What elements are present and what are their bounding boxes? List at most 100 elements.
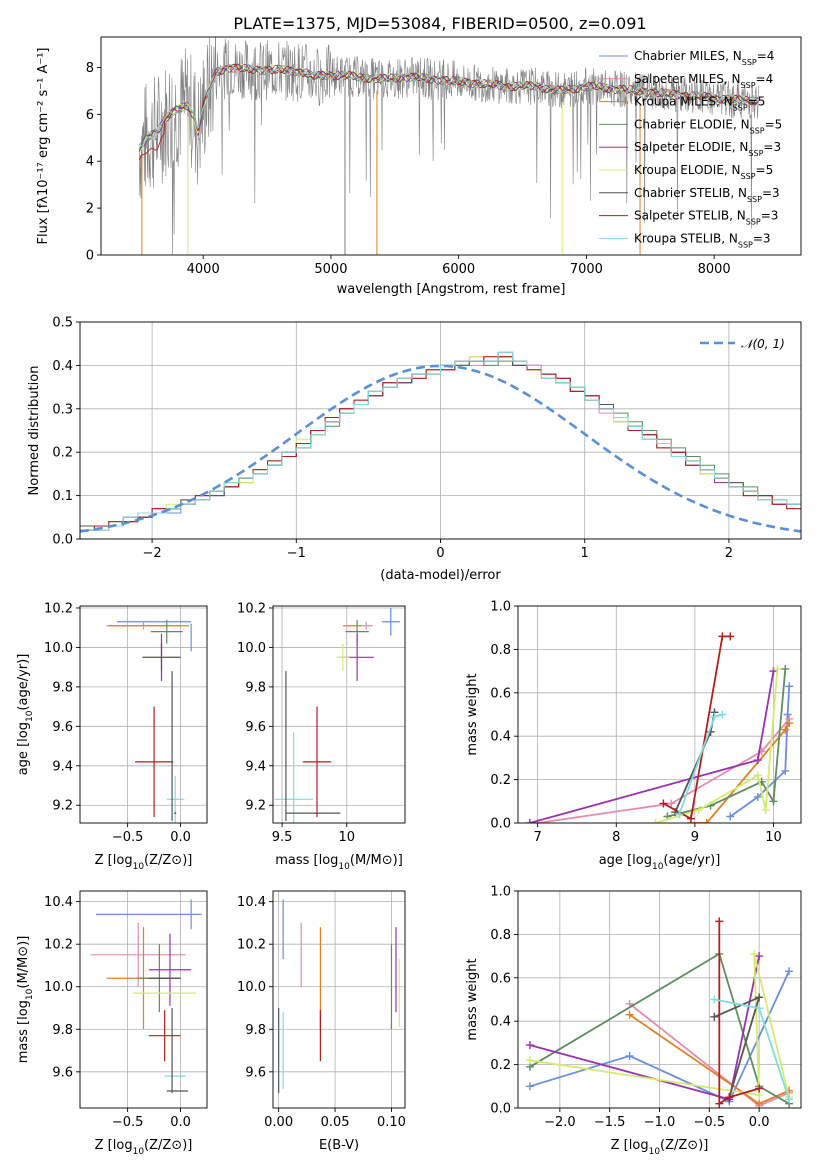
spectrum-xtick-label: 8000	[698, 262, 731, 277]
mass_vs_z-errorbar	[148, 1010, 181, 1062]
residuals-ytick-label: 0.2	[52, 446, 73, 461]
weight_vs_age-series-line	[662, 635, 731, 821]
weight_vs_age-marker	[686, 814, 695, 823]
spectrum-ytick-label: 6	[86, 108, 94, 123]
mass_vs_z-ytick-label: 10.0	[44, 980, 73, 995]
residuals-axes: −2 −1 0 1 2 0.0 0.1 0.2 0.3 0.4 0.5	[52, 316, 801, 561]
weight_vs_z-ytick-label: 0.8	[490, 928, 511, 943]
age_vs_mass-errorbar	[302, 706, 332, 818]
age_vs_z-ylabel: age [log10(age/yr)]	[16, 654, 35, 776]
spectrum-xtick-label: 7000	[570, 262, 603, 277]
weight_vs_age-marker	[726, 632, 735, 641]
age_vs_z-ytick-label: 9.2	[52, 799, 73, 814]
weight_vs_z-xtick-label: −1.0	[644, 1115, 676, 1130]
weight_vs_age-marker	[781, 664, 790, 673]
residuals-legend-label: 𝒩(0, 1)	[741, 337, 785, 351]
mass_vs_ebv-axes: 0.00 0.05 0.10 9.6 9.8 10.0 10.2 10.4	[237, 891, 406, 1130]
weight_vs_age-marker	[769, 797, 778, 806]
weight_vs_z-xtick-label: 0.0	[749, 1115, 770, 1130]
weight_vs_z-marker	[625, 1051, 634, 1060]
age_vs_mass-ytick-label: 9.2	[245, 799, 266, 814]
mass_vs_ebv-xtick-label: 0.10	[377, 1115, 406, 1130]
weight_vs_z-marker	[525, 1082, 534, 1091]
weight_vs_age-marker	[781, 766, 790, 775]
weight_vs_age-marker	[753, 792, 762, 801]
weight_vs_age-frame	[517, 605, 802, 824]
normal-distribution-curve	[80, 364, 801, 533]
age_vs_mass-errorbar	[336, 643, 350, 672]
weight_vs_age-axes: 7 8 9 10 0.0 0.2 0.4 0.6 0.8 1.0	[490, 600, 801, 845]
mass_vs_z-ytick-label: 9.8	[52, 1023, 73, 1038]
residuals-xtick-label: 0	[436, 546, 444, 561]
mass_vs_z-axes: −0.5 0.0 9.6 9.8 10.0 10.2 10.4	[44, 891, 207, 1130]
weight_vs_age-marker	[659, 799, 668, 808]
weight_vs_z-xtick-label: −1.5	[594, 1115, 626, 1130]
weight_vs_z-xtick-label: −2.0	[544, 1115, 576, 1130]
mass_vs_ebv-xtick-label: 0.00	[264, 1115, 293, 1130]
weight_vs_z-series-line	[529, 970, 790, 1103]
weight_vs_z-marker	[755, 952, 764, 961]
weight_vs_age-xlabel: age [log10(age/yr)]	[599, 853, 721, 872]
weight_vs_age-marker	[785, 682, 794, 691]
weight_vs_z-ytick-label: 0.4	[490, 1015, 511, 1030]
legend-label: Kroupa MILES, NSSP=5	[634, 95, 765, 113]
age_vs_z-ytick-label: 9.6	[52, 720, 73, 735]
residuals-xtick-label: −2	[143, 546, 162, 561]
age_vs_mass-xlabel: mass [log10(M/M⊙)]	[275, 853, 403, 872]
weight_vs_z-ytick-label: 0.6	[490, 971, 511, 986]
weight_vs_age-ytick-label: 0.2	[490, 773, 511, 788]
weight_vs_age-marker	[753, 756, 762, 765]
age_vs_mass-frame	[272, 605, 406, 824]
weight_vs_z-marker	[710, 1012, 719, 1021]
residuals-ytick-label: 0.1	[52, 489, 73, 504]
residuals-ytick-label: 0.5	[52, 316, 73, 331]
age_vs_z-ytick-label: 10.2	[44, 601, 73, 616]
weight_vs_z-marker	[750, 949, 759, 958]
age_vs_mass-errorbar	[274, 732, 314, 823]
age_vs_z-ytick-label: 9.4	[52, 759, 73, 774]
mass_vs_ebv-xlabel: E(B-V)	[319, 1138, 359, 1153]
residuals-ytick-label: 0.4	[52, 359, 73, 374]
weight_vs_z-xlabel: Z [log10(Z/Z⊙)]	[611, 1138, 709, 1157]
weight_vs_age-xtick-label: 9	[691, 830, 699, 845]
weight_vs_age-ytick-label: 0.0	[490, 817, 511, 832]
spectrum-legend: Chabrier MILES, NSSP=4 Salpeter MILES, NS…	[599, 49, 782, 249]
weight_vs_age-marker	[702, 819, 711, 823]
weight_vs_z-marker	[755, 1004, 764, 1013]
age_vs_z-errorbar	[150, 619, 183, 644]
weight_vs_age-series-line	[690, 722, 790, 823]
mass_vs_z-xtick-label: −0.5	[112, 1115, 144, 1130]
age_vs_z-ytick-label: 9.8	[52, 680, 73, 695]
age_vs_mass-axes: 9.5 10 9.2 9.4 9.6 9.8 10.0 10.2	[237, 601, 405, 845]
age_vs_z-axes: −0.5 0.0 9.2 9.4 9.6 9.8 10.0 10.2	[44, 601, 207, 845]
age_vs_mass-ytick-label: 10.0	[237, 641, 266, 656]
mass_vs_z-ytick-label: 10.4	[44, 895, 73, 910]
weight_vs_age-marker	[781, 725, 790, 734]
weight_vs_z-marker	[785, 967, 794, 976]
age_vs_mass-ytick-label: 9.6	[245, 720, 266, 735]
weight_vs_age-marker	[773, 664, 782, 673]
age_vs_z-errorbar	[142, 643, 181, 672]
mass_vs_ebv-ytick-label: 10.0	[237, 980, 266, 995]
weight_vs_age-ytick-label: 0.8	[490, 643, 511, 658]
mass_vs_z-errorbar	[148, 933, 192, 1006]
spectrum-ytick-label: 0	[86, 249, 94, 264]
residuals-xlabel: (data-model)/error	[380, 568, 501, 583]
weight_vs_age-marker	[694, 805, 703, 814]
legend-label: Kroupa ELODIE, NSSP=5	[634, 163, 773, 181]
mass_vs_z-ylabel: mass [log10(M/M⊙)]	[16, 936, 35, 1064]
residuals-ytick-label: 0.3	[52, 402, 73, 417]
residuals-ylabel: Normed distribution	[27, 366, 42, 496]
weight_vs_z-marker	[725, 1093, 734, 1102]
spectrum-model-line	[139, 64, 759, 147]
age_vs_z-ytick-label: 10.0	[44, 641, 73, 656]
residuals-frame	[79, 321, 802, 540]
weight_vs_age-marker	[651, 819, 660, 823]
weight_vs_age-marker	[785, 719, 794, 728]
weight_vs_z-ytick-label: 1.0	[490, 885, 511, 900]
age_vs_mass-errorbar	[381, 607, 400, 636]
weight_vs_z-ytick-label: 0.2	[490, 1058, 511, 1073]
mass_vs_ebv-frame	[272, 890, 406, 1109]
weight_vs_age-marker	[675, 810, 684, 819]
